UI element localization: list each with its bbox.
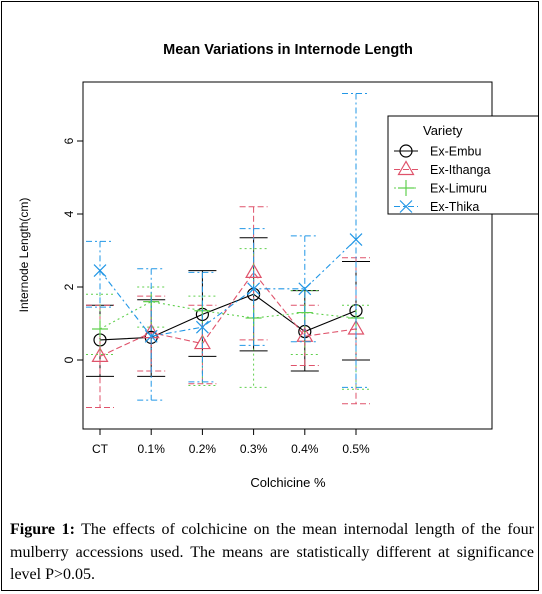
legend-title: Variety [423,123,463,138]
data-point [247,282,261,296]
legend-label: Ex-Ithanga [430,163,491,177]
error-bar [137,268,166,401]
error-bar [239,248,268,388]
series-line [99,293,357,341]
y-tick-label: 4 [62,210,76,217]
x-tick-label: 0.5% [342,442,370,456]
legend-item: Ex-Embu [394,144,481,159]
legend-marker [398,180,414,196]
chart-title: Mean Variations in Internode Length [163,42,413,58]
x-tick-label: 0.1% [138,442,166,456]
legend-label: Ex-Embu [430,145,481,159]
legend-item: Ex-Thika [394,200,479,214]
data-point [193,334,211,350]
x-tick-label: 0.4% [291,442,319,456]
caption-text: The effects of colchicine on the mean in… [10,521,534,583]
x-axis-title: Colchicine % [250,475,326,490]
series-ex-thika [86,93,370,401]
x-tick-label: 0.3% [240,442,268,456]
legend-marker [399,144,413,158]
error-bar [188,271,217,383]
legend: Variety Ex-Embu Ex-Ithanga Ex-Limuru Ex-Thi… [387,115,538,215]
data-point [93,264,107,277]
x-tick-label: CT [92,442,109,456]
y-axis-title: Internode Length(cm) [17,198,31,313]
legend-marker [399,200,413,213]
data-point [142,323,160,339]
caption-label: Figure 1: [10,521,75,538]
y-tick-label: 2 [62,283,76,290]
series-line [99,271,357,357]
y-axis: 0 2 4 6 [62,137,84,363]
error-bar [342,93,370,388]
x-tick-label: 0.2% [189,442,217,456]
y-tick-label: 0 [62,356,76,363]
data-point [245,263,263,278]
legend-label: Ex-Limuru [430,182,487,196]
error-bar [239,228,268,346]
legend-box [387,115,538,215]
data-point [92,320,108,337]
data-point [298,282,312,296]
legend-label: Ex-Thika [430,200,479,214]
error-bar [86,240,114,308]
series-ex-limuru [86,248,370,390]
figure-caption: Figure 1: The effects of colchicine on t… [10,519,534,587]
y-tick-label: 6 [62,137,76,144]
x-axis: CT 0.1% 0.2% 0.3% 0.4% 0.5% [92,428,370,456]
data-point [195,320,209,334]
data-point [349,233,363,246]
series-line [99,239,357,337]
series-line [99,301,357,330]
legend-item: Ex-Limuru [394,180,487,196]
legend-marker [397,160,415,176]
legend-item: Ex-Ithanga [394,160,491,177]
data-point [144,329,158,343]
